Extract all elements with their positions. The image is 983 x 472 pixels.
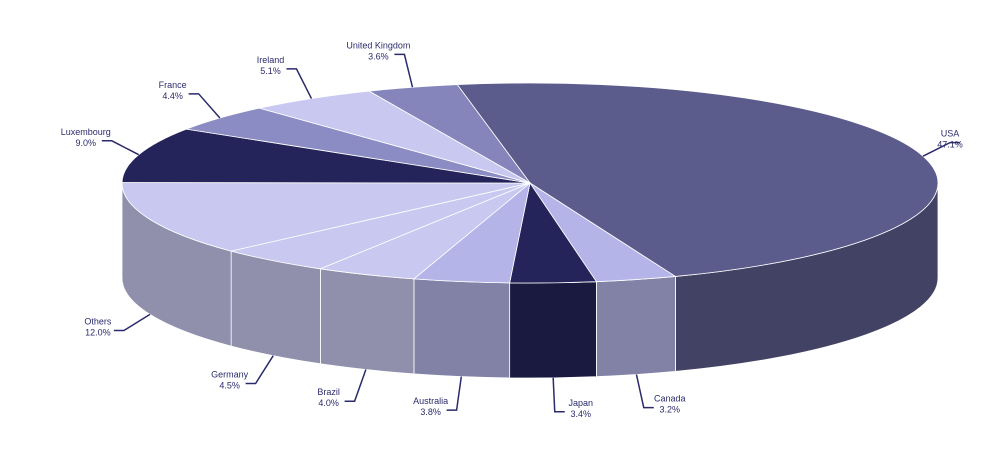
pie-side-canada [596,275,676,378]
slice-name-japan: Japan [568,398,593,408]
slice-value-united-kingdom: 3.6% [368,51,389,61]
slice-label-japan: Japan 3.4% [568,398,593,419]
slice-name-germany: Germany [211,369,249,379]
leader-line-brazil [344,369,367,402]
pie-side-japan [509,281,597,379]
slice-label-australia: Australia 3.8% [413,396,448,417]
slice-value-japan: 3.4% [570,409,591,419]
slice-name-france: France [159,80,187,90]
slice-value-canada: 3.2% [659,405,680,415]
slice-value-usa: 47.1% [937,140,963,150]
slice-label-germany: Germany 4.5% [211,369,249,390]
slice-label-united-kingdom: United Kingdom 3.6% [346,40,410,61]
pie-side-germany [230,250,321,365]
pie-slice-others [121,182,531,252]
slice-name-ireland: Ireland [257,55,285,65]
slice-label-ireland: Ireland 5.1% [257,55,285,76]
leader-line-usa [922,141,960,157]
leader-line-ireland [286,68,313,99]
slice-name-usa: USA [941,129,960,139]
leader-line-france [188,93,221,119]
slice-label-france: France 4.4% [159,80,187,101]
slice-name-luxembourg: Luxembourg [61,127,111,137]
slice-value-france: 4.4% [162,91,183,101]
leader-line-japan [552,377,565,413]
pie-top-layer [121,82,939,284]
slice-name-united-kingdom: United Kingdom [346,40,410,50]
slice-label-usa: USA 47.1% [937,129,963,150]
slice-value-australia: 3.8% [420,407,441,417]
slice-label-brazil: Brazil 4.0% [317,387,340,408]
slice-value-ireland: 5.1% [260,66,281,76]
leader-line-united-kingdom [394,53,414,88]
slice-label-canada: Canada 3.2% [654,394,686,415]
slice-label-luxembourg: Luxembourg 9.0% [61,127,111,148]
slice-name-others: Others [84,317,112,327]
pie-label-layer: USA 47.1% Canada 3.2% Japan 3.4% Australia 3.8%… [61,40,963,418]
slice-name-canada: Canada [654,394,686,404]
leader-line-canada [635,374,654,409]
leader-line-germany [245,355,274,385]
leader-line-australia [446,376,463,411]
slice-name-brazil: Brazil [317,387,340,397]
slice-label-others: Others 12.0% [84,317,112,338]
pie-slice-united-kingdom [367,84,531,184]
pie-side-australia [413,278,511,379]
leader-line-luxembourg [101,140,140,156]
leader-line-others [113,313,151,332]
slice-value-luxembourg: 9.0% [76,138,97,148]
pie-side-brazil [320,268,415,375]
slice-value-brazil: 4.0% [318,398,339,408]
slice-value-others: 12.0% [85,328,111,338]
pie-sides-layer [121,182,939,379]
slice-name-australia: Australia [413,396,448,406]
slice-value-germany: 4.5% [219,380,240,390]
